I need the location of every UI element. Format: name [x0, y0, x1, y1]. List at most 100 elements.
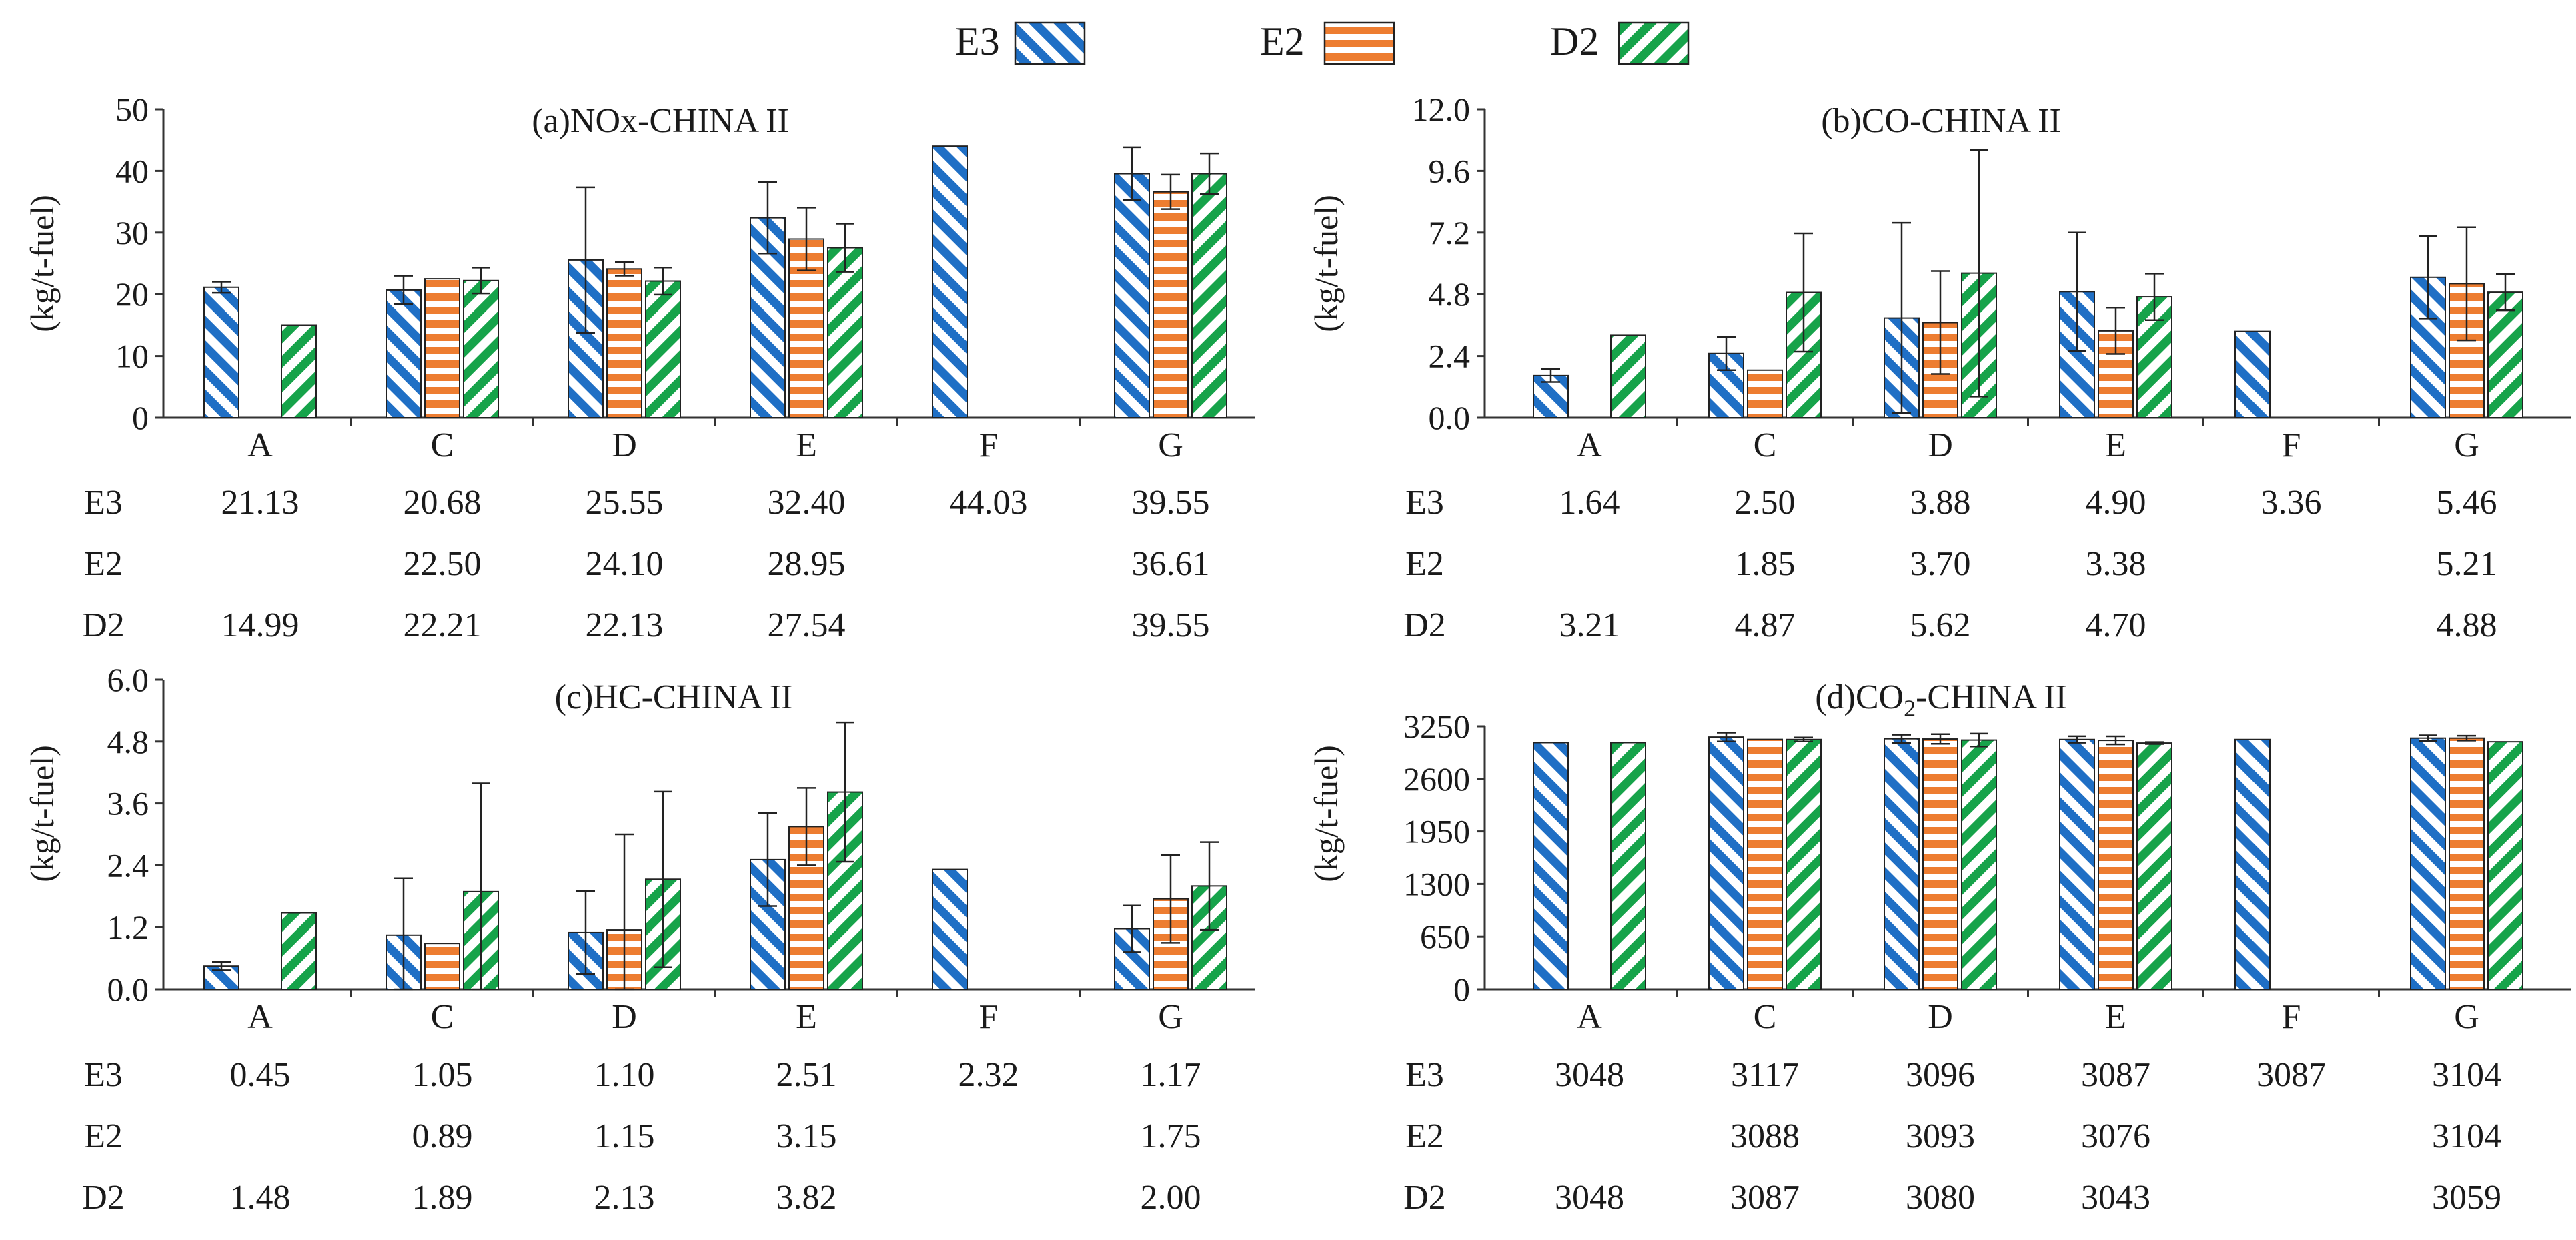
y-tick-label: 0.0	[107, 971, 149, 1008]
category-label: A	[1577, 426, 1602, 464]
table-series-name: E3	[84, 484, 123, 522]
y-tick-label: 10	[115, 338, 149, 375]
table-value: 3.82	[776, 1179, 837, 1217]
bar-d2	[827, 247, 863, 418]
category-label: C	[431, 426, 454, 464]
table-value: 1.15	[594, 1117, 655, 1155]
table-series-name: E3	[1405, 484, 1444, 522]
legend-label-e2: E2	[1260, 19, 1305, 63]
error-bar	[2106, 735, 2125, 746]
category-label: G	[1158, 998, 1183, 1036]
table-value: 0.45	[230, 1056, 291, 1094]
table-value: 22.21	[404, 606, 482, 644]
legend: E3 E2 D2	[955, 19, 1690, 65]
bar-d2	[281, 912, 317, 990]
error-bar	[1970, 149, 1988, 398]
y-tick-label: 20	[115, 275, 149, 313]
y-tick-label: 1300	[1403, 865, 1470, 902]
category-label: E	[2105, 998, 2126, 1036]
error-bar	[2145, 273, 2164, 321]
table-series-name: D2	[1403, 606, 1446, 644]
y-tick-label: 30	[115, 214, 149, 251]
y-tick-label: 7.2	[1429, 214, 1471, 251]
category-label: F	[979, 426, 999, 464]
category-label: C	[1754, 998, 1777, 1036]
bar-d2	[1610, 742, 1646, 991]
category-label: E	[2105, 426, 2126, 464]
error-bar	[654, 790, 672, 968]
category-label: F	[979, 998, 999, 1036]
table-value: 1.10	[594, 1056, 655, 1094]
bar-e3	[1533, 742, 1569, 991]
bar-e2	[2098, 740, 2134, 990]
table-series-name: E2	[1405, 1117, 1444, 1155]
table-value: 3096	[1906, 1056, 1975, 1094]
panel-b: (b)CO-CHINA II (kg/t-fuel) 0.0 2.4 4.8 7.2 9…	[1307, 91, 2571, 644]
error-bar	[2106, 306, 2125, 355]
y-tick-label: 9.6	[1429, 152, 1471, 189]
table-value: 2.51	[776, 1056, 837, 1094]
error-bar	[1794, 232, 1813, 353]
bar-d2	[1786, 738, 1822, 990]
panel-a-title: (a)NOx-CHINA II	[532, 102, 789, 140]
y-tick-label: 6.0	[107, 661, 149, 698]
error-bar	[2145, 741, 2164, 745]
table-value: 3059	[2432, 1179, 2501, 1217]
category-label: C	[1754, 426, 1777, 464]
legend-label-d2: D2	[1550, 19, 1599, 63]
table-value: 28.95	[768, 545, 846, 583]
table-value: 4.88	[2437, 606, 2497, 644]
table-value: 3.70	[1910, 545, 1971, 583]
error-bar	[1892, 734, 1911, 744]
category-label: D	[1928, 426, 1953, 464]
bar-e3	[2234, 738, 2271, 990]
table-value: 3104	[2432, 1056, 2501, 1094]
category-label: G	[2454, 426, 2479, 464]
y-tick-label: 0	[1453, 971, 1470, 1008]
category-label: A	[247, 426, 273, 464]
error-bar	[1123, 146, 1141, 201]
error-bar	[758, 812, 777, 907]
bar-e2	[424, 943, 460, 991]
error-bar	[2419, 734, 2437, 742]
table-value: 5.21	[2437, 545, 2497, 583]
bar-e3	[1708, 736, 1744, 990]
table-value: 5.62	[1910, 606, 1971, 644]
table-value: 24.10	[586, 545, 664, 583]
table-value: 27.54	[768, 606, 846, 644]
error-bar	[1931, 733, 1950, 745]
category-label: C	[431, 998, 454, 1036]
table-value: 1.75	[1141, 1117, 1201, 1155]
bar-e2	[1747, 369, 1783, 419]
bar-e3	[2234, 330, 2271, 419]
error-bar	[654, 266, 672, 296]
table-value: 21.13	[221, 484, 299, 522]
table-series-name: D2	[1403, 1179, 1446, 1217]
error-bar	[576, 890, 595, 975]
bar-d2	[1191, 173, 1227, 418]
error-bar	[1794, 736, 1813, 743]
table-value: 1.89	[412, 1179, 473, 1217]
y-tick-label: 50	[115, 91, 149, 128]
error-bar	[1892, 221, 1911, 414]
y-tick-label: 0	[132, 399, 149, 436]
error-bar	[2457, 734, 2476, 742]
bar-e3	[203, 286, 239, 418]
error-bar	[1200, 152, 1219, 195]
table-value: 1.17	[1141, 1056, 1201, 1094]
bar-d2	[463, 279, 499, 418]
table-value: 2.13	[594, 1179, 655, 1217]
table-series-name: E2	[84, 1117, 123, 1155]
error-bar	[615, 261, 634, 277]
table-value: 4.70	[2086, 606, 2146, 644]
table-value: 3.38	[2086, 545, 2146, 583]
table-value: 3087	[2081, 1056, 2150, 1094]
y-tick-label: 650	[1420, 918, 1470, 955]
table-value: 3048	[1555, 1179, 1624, 1217]
category-label: D	[1928, 998, 1953, 1036]
error-bar	[615, 833, 634, 991]
error-bar	[394, 275, 413, 305]
error-bar	[576, 186, 595, 334]
y-tick-label: 4.8	[1429, 275, 1471, 313]
